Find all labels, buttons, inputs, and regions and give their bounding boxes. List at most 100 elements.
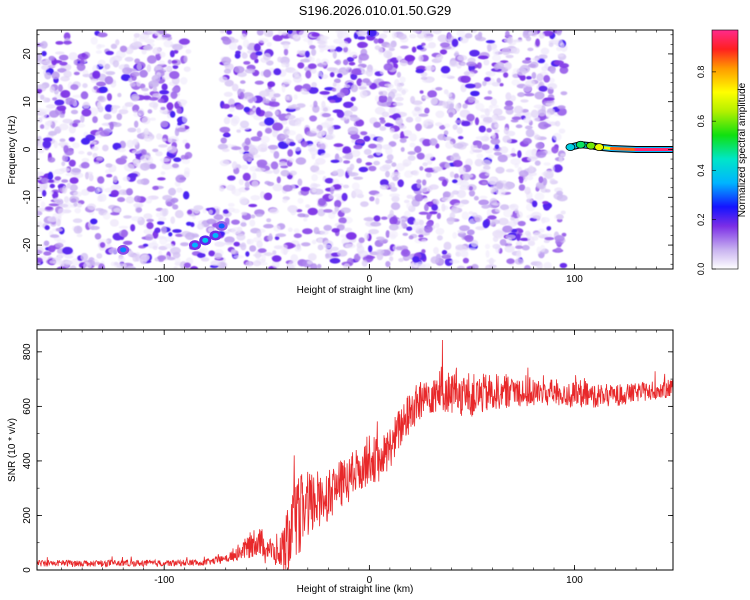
noise-blob xyxy=(345,115,351,120)
noise-blob xyxy=(324,133,336,140)
noise-blob xyxy=(235,104,245,110)
noise-blob xyxy=(416,152,425,160)
noise-blob xyxy=(453,202,465,208)
noise-blob xyxy=(242,39,250,48)
noise-blob xyxy=(353,144,363,150)
noise-blob xyxy=(390,202,401,211)
noise-blob xyxy=(343,101,354,109)
noise-blob xyxy=(413,221,420,226)
noise-blob xyxy=(343,227,353,232)
colorbar-gradient xyxy=(712,30,738,269)
noise-blob xyxy=(433,247,439,255)
noise-blob xyxy=(403,130,413,136)
noise-blob xyxy=(122,240,133,246)
colorbar-tick-label: 0.4 xyxy=(696,164,706,177)
noise-blob xyxy=(301,242,311,247)
noise-blob xyxy=(37,93,41,98)
noise-blob xyxy=(385,261,391,268)
noise-blob xyxy=(345,232,357,240)
noise-blob xyxy=(96,43,102,50)
noise-blob xyxy=(363,135,371,142)
noise-blob xyxy=(146,64,152,73)
noise-blob xyxy=(546,112,551,119)
noise-blob xyxy=(364,232,370,241)
noise-blob xyxy=(80,137,91,145)
noise-blob xyxy=(250,195,261,201)
noise-blob xyxy=(483,96,493,100)
noise-blob xyxy=(391,195,400,203)
noise-blob xyxy=(182,139,188,145)
noise-blob xyxy=(252,172,257,181)
noise-blob xyxy=(495,61,505,70)
noise-blob xyxy=(154,227,161,234)
noise-blob xyxy=(389,230,399,239)
noise-blob xyxy=(147,55,157,64)
noise-blob xyxy=(63,196,70,203)
noise-blob xyxy=(439,49,448,55)
noise-blob xyxy=(528,31,533,36)
noise-blob xyxy=(241,211,248,216)
noise-blob xyxy=(412,225,420,231)
noise-blob xyxy=(37,184,46,192)
noise-blob xyxy=(526,198,534,203)
noise-blob xyxy=(494,207,502,213)
noise-blob xyxy=(528,165,534,174)
noise-blob xyxy=(40,94,45,100)
noise-blob xyxy=(110,105,118,114)
noise-blob xyxy=(248,203,258,208)
noise-blob xyxy=(104,76,114,85)
colorbar: 0.0 0.2 0.4 0.6 0.8 Normalized spectral ampl… xyxy=(696,29,748,275)
noise-blob xyxy=(400,249,411,257)
noise-blob xyxy=(156,235,167,240)
noise-blob xyxy=(81,53,86,58)
noise-blob xyxy=(468,98,475,103)
noise-blob xyxy=(388,224,399,231)
noise-blob xyxy=(68,125,76,134)
noise-blob xyxy=(536,73,544,82)
noise-blob xyxy=(72,142,80,149)
noise-blob xyxy=(64,254,74,259)
noise-blob xyxy=(331,228,340,233)
noise-blob xyxy=(291,69,299,74)
noise-blob xyxy=(80,161,90,169)
noise-blob xyxy=(482,116,494,124)
noise-blob xyxy=(68,137,76,142)
noise-blob xyxy=(233,241,240,247)
noise-blob xyxy=(280,169,290,177)
noise-blob xyxy=(259,261,268,266)
noise-blob xyxy=(545,189,551,193)
noise-blob xyxy=(235,50,241,55)
noise-blob xyxy=(472,149,483,153)
noise-blob xyxy=(306,260,313,265)
noise-blob xyxy=(154,75,159,80)
noise-blob xyxy=(403,199,410,204)
noise-blob xyxy=(37,249,43,255)
noise-blob xyxy=(369,196,375,202)
noise-blob xyxy=(365,162,373,166)
noise-blob xyxy=(502,225,513,233)
noise-blob xyxy=(82,83,88,89)
noise-blob xyxy=(434,222,440,229)
noise-blob xyxy=(521,244,530,251)
noise-blob xyxy=(97,238,109,244)
noise-blob xyxy=(493,151,503,156)
noise-blob xyxy=(260,135,270,144)
noise-blob xyxy=(557,53,565,58)
x-tick-label: 0 xyxy=(367,274,373,285)
noise-blob xyxy=(481,181,488,185)
noise-blob xyxy=(278,161,287,167)
noise-blob xyxy=(180,77,188,85)
noise-blob xyxy=(278,113,290,122)
noise-blob xyxy=(536,261,543,269)
noise-blob xyxy=(412,170,420,176)
noise-blob xyxy=(490,219,500,225)
noise-blob xyxy=(358,166,369,173)
noise-blob xyxy=(133,41,143,49)
noise-blob xyxy=(54,129,61,133)
noise-blob xyxy=(485,40,496,44)
noise-blob xyxy=(125,46,134,55)
noise-blob xyxy=(152,185,159,191)
noise-blob xyxy=(452,179,458,184)
noise-blob xyxy=(552,164,563,173)
